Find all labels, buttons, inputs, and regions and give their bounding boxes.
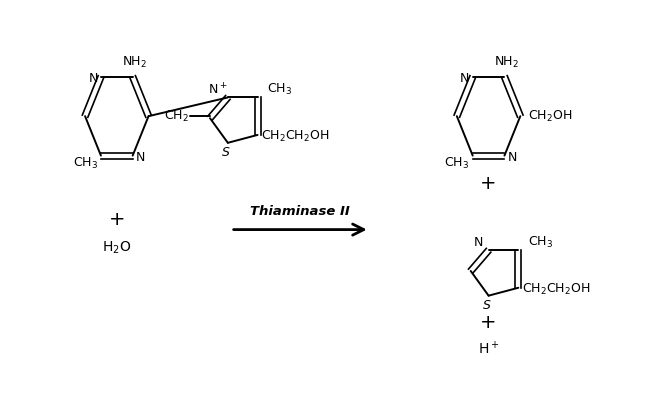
Text: CH$_3$: CH$_3$: [527, 235, 553, 250]
Text: S: S: [483, 299, 491, 312]
Text: N$^+$: N$^+$: [208, 82, 227, 97]
Text: CH$_2$CH$_2$OH: CH$_2$CH$_2$OH: [261, 130, 329, 144]
Text: N: N: [474, 236, 483, 249]
Text: N: N: [507, 151, 517, 164]
Text: H$_2$O: H$_2$O: [102, 239, 132, 255]
Text: +: +: [109, 210, 125, 229]
Text: N: N: [136, 151, 145, 164]
Text: N: N: [460, 72, 469, 85]
Text: CH$_3$: CH$_3$: [445, 156, 469, 171]
Text: NH$_2$: NH$_2$: [494, 55, 519, 71]
Text: CH$_2$: CH$_2$: [164, 109, 189, 124]
Text: CH$_3$: CH$_3$: [73, 156, 98, 171]
Text: Thiaminase II: Thiaminase II: [250, 205, 350, 218]
Text: S: S: [222, 146, 230, 159]
Text: N: N: [88, 72, 98, 85]
Text: CH$_3$: CH$_3$: [267, 82, 292, 97]
Text: NH$_2$: NH$_2$: [122, 55, 147, 71]
Text: +: +: [480, 313, 497, 332]
Text: CH$_2$CH$_2$OH: CH$_2$CH$_2$OH: [522, 282, 590, 297]
Text: CH$_2$OH: CH$_2$OH: [528, 109, 572, 124]
Text: +: +: [480, 174, 497, 193]
Text: H$^+$: H$^+$: [478, 340, 500, 358]
